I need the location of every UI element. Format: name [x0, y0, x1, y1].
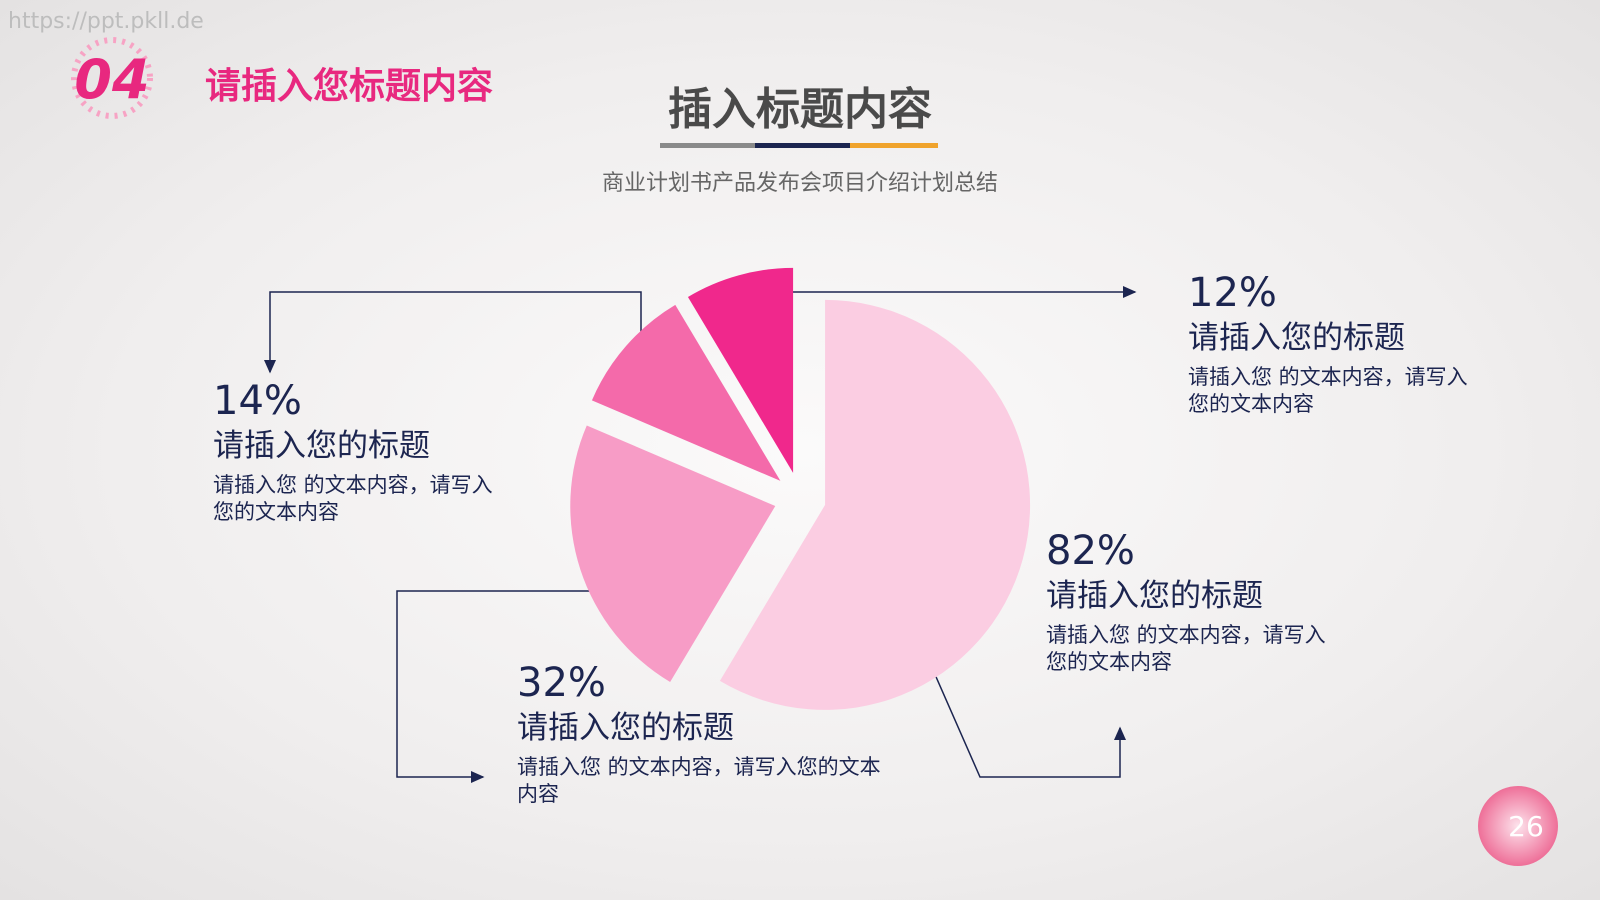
- pie-slice: [570, 425, 776, 683]
- watermark: https://ppt.pkll.de: [8, 9, 204, 34]
- slice-title: 请插入您的标题: [517, 710, 734, 746]
- slice-title: 请插入您的标题: [213, 428, 430, 464]
- slice-description: 请插入您 的文本内容，请写入您的文本内容: [517, 755, 881, 806]
- title-bar: [660, 143, 755, 148]
- label-block: 32% 请插入您的标题请插入您 的文本内容，请写入您的文本内容: [517, 660, 887, 808]
- title-bar: [755, 143, 850, 148]
- section-number: 04: [74, 48, 149, 111]
- label-block: 14% 请插入您的标题请插入您 的文本内容，请写入您的文本内容: [213, 378, 493, 526]
- page-badge: [1478, 786, 1558, 866]
- label-block: 12% 请插入您的标题请插入您 的文本内容，请写入您的文本内容: [1188, 270, 1468, 418]
- badge-ring: [71, 37, 153, 119]
- pie-slice: [687, 267, 794, 473]
- slice-title: 请插入您的标题: [1046, 578, 1263, 614]
- slice-title: 请插入您的标题: [1188, 320, 1405, 356]
- section-title: 请插入您标题内容: [205, 66, 493, 107]
- slice-description: 请插入您 的文本内容，请写入您的文本内容: [213, 473, 493, 524]
- chart-subtitle: 商业计划书产品发布会项目介绍计划总结: [602, 171, 998, 196]
- value-label: 12%: [1188, 270, 1277, 316]
- chart-title: 插入标题内容: [668, 84, 932, 135]
- connector: [264, 291, 642, 374]
- connector: [907, 612, 1126, 778]
- connector: [396, 590, 641, 783]
- title-bar: [850, 143, 938, 148]
- slice-description: 请插入您 的文本内容，请写入您的文本内容: [1046, 623, 1326, 674]
- pie-slice: [719, 299, 1031, 710]
- slice-description: 请插入您 的文本内容，请写入您的文本内容: [1188, 365, 1468, 416]
- page-number: 26: [1508, 810, 1544, 843]
- pie: [570, 267, 1031, 710]
- value-label: 82%: [1046, 528, 1135, 574]
- pie-slice: [591, 304, 781, 481]
- value-label: 32%: [517, 660, 606, 706]
- value-label: 14%: [213, 378, 302, 424]
- label-block: 82% 请插入您的标题请插入您 的文本内容，请写入您的文本内容: [1046, 528, 1326, 676]
